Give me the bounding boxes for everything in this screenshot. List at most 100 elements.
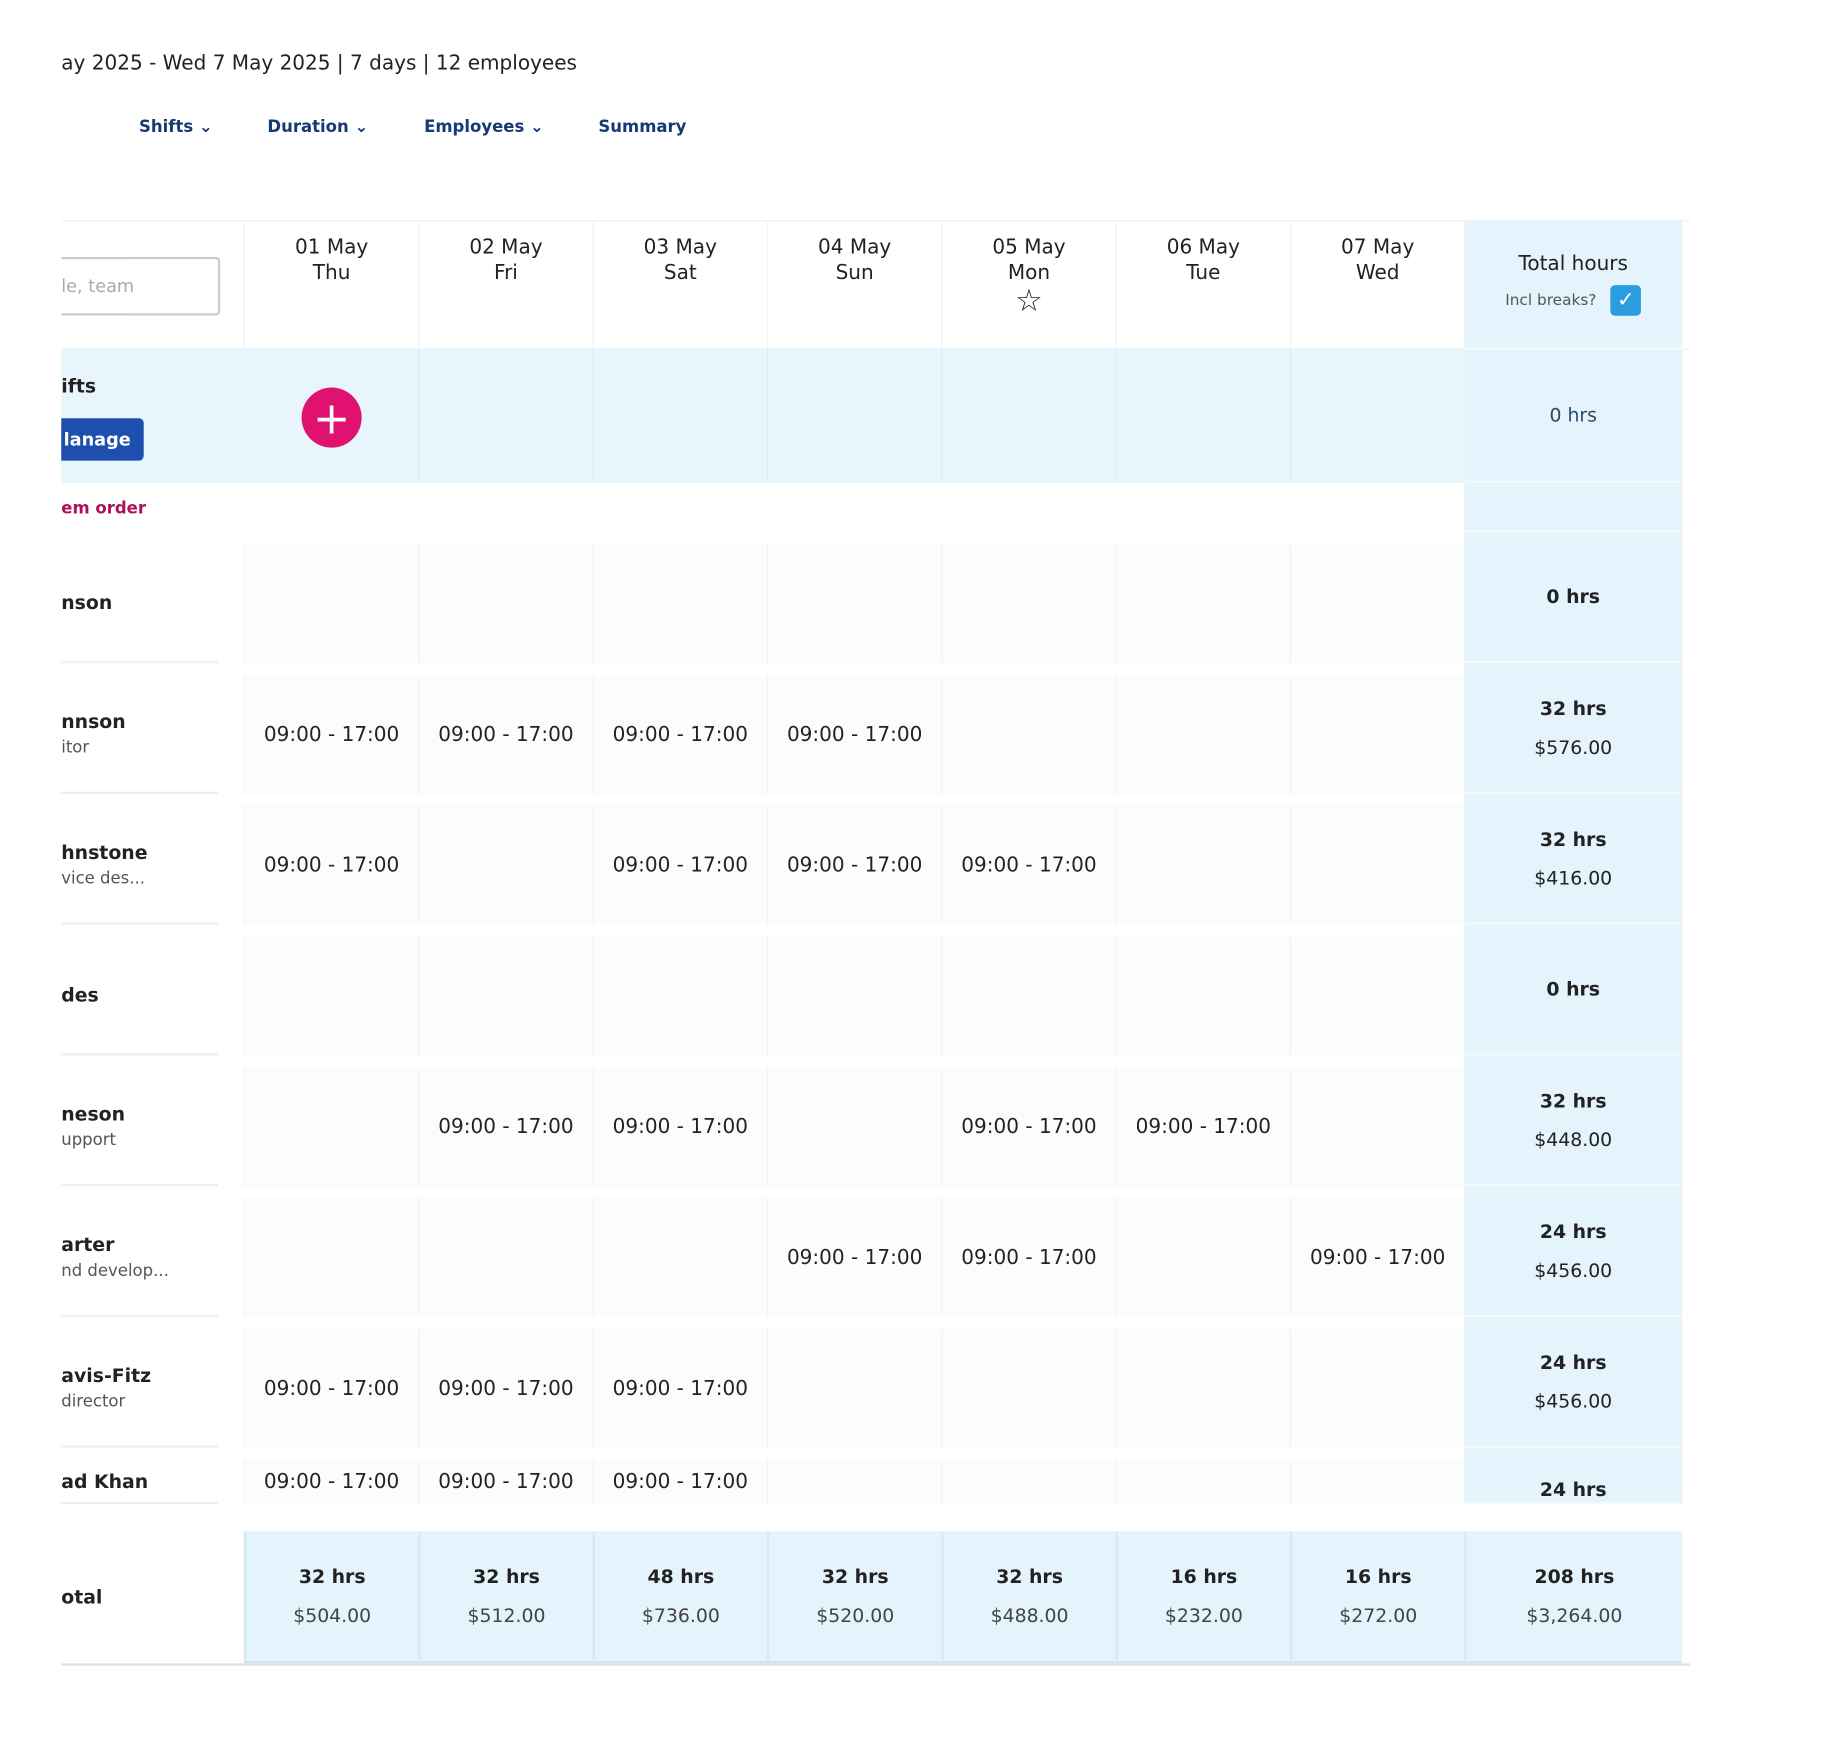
column-divider <box>592 349 594 483</box>
open-shifts-label: ifts <box>61 374 97 397</box>
hours: 32 hrs <box>298 1565 366 1588</box>
hours: 24 hrs <box>1539 1219 1607 1243</box>
search-placeholder: le, team <box>61 275 135 297</box>
employee-card: avis-Fitz director <box>61 1329 218 1448</box>
shift-cell: 09:00 - 17:00 <box>243 1459 419 1505</box>
shift: 09:00 - 17:00 <box>612 1376 748 1401</box>
employee-name: neson <box>61 1102 126 1125</box>
shift: 09:00 - 17:00 <box>1135 1114 1272 1139</box>
cost: $736.00 <box>641 1604 720 1627</box>
shift-cell <box>243 1198 419 1318</box>
shift-cell <box>418 805 593 925</box>
employee-card: des <box>61 937 218 1056</box>
shift-cell <box>1289 936 1465 1056</box>
shift-cell: 09:00 - 17:00 <box>766 805 942 925</box>
shift: 09:00 - 17:00 <box>263 1376 400 1401</box>
shift-cell: 09:00 - 17:00 <box>592 1459 767 1505</box>
day-total: 48 hrs $736.00 <box>592 1531 767 1664</box>
shift-cell: 09:00 - 17:00 <box>941 1198 1116 1318</box>
header-row <box>61 220 1691 350</box>
shift-cell: 09:00 - 17:00 <box>243 674 419 794</box>
tab-label: Duration <box>267 117 349 137</box>
shift: 09:00 - 17:00 <box>438 1114 574 1139</box>
tab-label: Employees <box>424 117 525 137</box>
tab[interactable]: Shifts ⌄ <box>139 117 213 137</box>
hours: 0 hrs <box>1546 977 1601 1001</box>
cost: $576.00 <box>1534 735 1613 759</box>
checkbox[interactable]: ✓ <box>1610 285 1642 316</box>
day-date: 02 May <box>469 235 543 260</box>
shift-cell: 09:00 - 17:00 <box>766 1198 942 1318</box>
day-name: Mon <box>1007 261 1051 286</box>
shift: 09:00 - 17:00 <box>263 722 400 747</box>
shift-cell: 09:00 - 17:00 <box>766 674 942 794</box>
hours: 48 hrs <box>647 1565 715 1588</box>
shift-cell: 09:00 - 17:00 <box>418 1328 593 1448</box>
shift: 09:00 - 17:00 <box>612 853 748 878</box>
shift-cell <box>1115 544 1290 664</box>
cost: $512.00 <box>467 1604 546 1627</box>
day-header: 04 May Sun <box>766 220 941 350</box>
grand-total: 208 hrs $3,264.00 <box>1464 1531 1683 1664</box>
shift-cell <box>418 936 593 1056</box>
search-box[interactable]: le, team <box>61 256 221 316</box>
employee-card: nson <box>61 544 218 664</box>
add-shift-button[interactable]: + <box>301 387 362 448</box>
employee-total: 32 hrs $416.00 <box>1464 793 1683 925</box>
employee-role: itor <box>61 738 90 757</box>
employee-total: 24 hrs $456.00 <box>1464 1317 1683 1448</box>
cost: $416.00 <box>1534 866 1613 889</box>
shift-cell: 09:00 - 17:00 <box>592 1328 767 1448</box>
incl-breaks-label: Incl breaks? <box>1505 291 1597 310</box>
shift: 09:00 - 17:00 <box>612 1470 748 1494</box>
shift-cell: 09:00 - 17:00 <box>243 1328 419 1448</box>
shift: 09:00 - 17:00 <box>786 853 923 878</box>
shift-cell <box>592 936 767 1056</box>
day-date: 05 May <box>992 235 1066 260</box>
cost: $272.00 <box>1339 1604 1418 1627</box>
shift-cell: 09:00 - 17:00 <box>1115 1067 1290 1187</box>
shift-cell <box>766 1328 942 1448</box>
shift-cell <box>418 1198 593 1318</box>
shift-cell <box>941 936 1116 1056</box>
shift-cell <box>1289 1459 1465 1505</box>
shift-cell: 09:00 - 17:00 <box>592 674 767 794</box>
employee-card: arter nd develop... <box>61 1198 218 1318</box>
column-divider <box>418 349 420 483</box>
shift: 09:00 - 17:00 <box>786 1245 923 1270</box>
hours: 32 hrs <box>821 1565 889 1588</box>
cost: $448.00 <box>1534 1127 1613 1151</box>
employee-card: nnson itor <box>61 675 218 794</box>
day-name: Fri <box>494 261 518 286</box>
tab[interactable]: Duration ⌄ <box>267 117 369 137</box>
shift-cell <box>941 1459 1116 1505</box>
shift-cell <box>592 1198 767 1318</box>
day-total: 32 hrs $512.00 <box>418 1531 593 1664</box>
hours: 24 hrs <box>1539 1478 1607 1501</box>
shift: 09:00 - 17:00 <box>438 1376 574 1401</box>
employee-total: 0 hrs <box>1464 532 1683 664</box>
shift: 09:00 - 17:00 <box>612 722 748 747</box>
manage-button[interactable]: lanage <box>61 418 144 461</box>
hours: 16 hrs <box>1170 1565 1238 1588</box>
day-name: Thu <box>312 261 351 286</box>
shift-cell: 09:00 - 17:00 <box>941 805 1116 925</box>
tab[interactable]: Employees ⌄ <box>424 117 544 137</box>
day-header: 07 May Wed <box>1289 220 1464 350</box>
employee-role: director <box>61 1391 126 1411</box>
shift: 09:00 - 17:00 <box>612 1114 748 1139</box>
hours: 32 hrs <box>1539 696 1607 720</box>
shift-cell <box>941 1328 1116 1448</box>
shift-cell: 09:00 - 17:00 <box>592 805 767 925</box>
employee-name: nson <box>61 591 113 614</box>
tab[interactable]: Summary <box>598 118 686 137</box>
hours: 32 hrs <box>1539 827 1607 850</box>
shift-cell <box>1289 674 1465 794</box>
total-title: Total hours <box>1518 252 1628 276</box>
shift-cell: 09:00 - 17:00 <box>592 1067 767 1187</box>
shift-cell <box>1115 1198 1290 1318</box>
shift-cell: 09:00 - 17:00 <box>941 1067 1116 1187</box>
shift-cell: 09:00 - 17:00 <box>418 1067 593 1187</box>
employee-total: 24 hrs $456.00 <box>1464 1186 1683 1318</box>
